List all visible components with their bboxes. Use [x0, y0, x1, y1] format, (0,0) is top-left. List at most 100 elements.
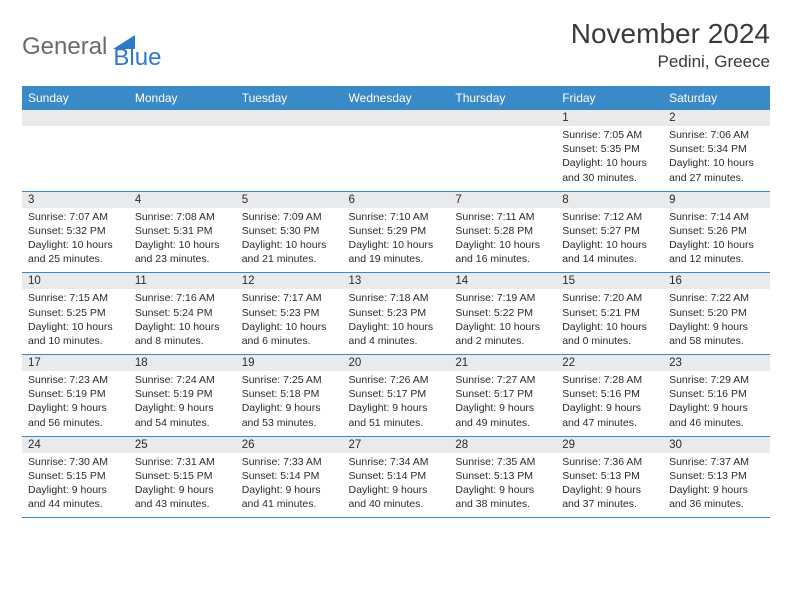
- daylight-text: Daylight: 10 hours and 6 minutes.: [242, 320, 337, 348]
- sunset-text: Sunset: 5:16 PM: [669, 387, 764, 401]
- day-cell: Sunrise: 7:19 AMSunset: 5:22 PMDaylight:…: [449, 289, 556, 354]
- sunrise-text: Sunrise: 7:35 AM: [455, 455, 550, 469]
- day-cell: Sunrise: 7:11 AMSunset: 5:28 PMDaylight:…: [449, 208, 556, 273]
- daylight-text: Daylight: 9 hours and 49 minutes.: [455, 401, 550, 429]
- day-number: 11: [129, 273, 236, 290]
- sunrise-text: Sunrise: 7:08 AM: [135, 210, 230, 224]
- day-number: 6: [343, 191, 450, 208]
- sunset-text: Sunset: 5:31 PM: [135, 224, 230, 238]
- day-number: 21: [449, 355, 556, 372]
- dayhead-thu: Thursday: [449, 86, 556, 110]
- day-cell: [22, 126, 129, 191]
- daylight-text: Daylight: 9 hours and 41 minutes.: [242, 483, 337, 511]
- calendar-page: General Blue November 2024 Pedini, Greec…: [0, 0, 792, 536]
- sunset-text: Sunset: 5:25 PM: [28, 306, 123, 320]
- day-number: 5: [236, 191, 343, 208]
- sunrise-text: Sunrise: 7:14 AM: [669, 210, 764, 224]
- daynum-row: 24252627282930: [22, 436, 770, 453]
- sunrise-text: Sunrise: 7:12 AM: [562, 210, 657, 224]
- daylight-text: Daylight: 9 hours and 56 minutes.: [28, 401, 123, 429]
- sunset-text: Sunset: 5:22 PM: [455, 306, 550, 320]
- dayhead-fri: Friday: [556, 86, 663, 110]
- sunset-text: Sunset: 5:16 PM: [562, 387, 657, 401]
- daylight-text: Daylight: 10 hours and 23 minutes.: [135, 238, 230, 266]
- sunrise-text: Sunrise: 7:37 AM: [669, 455, 764, 469]
- day-number: 30: [663, 436, 770, 453]
- day-number: 14: [449, 273, 556, 290]
- sunset-text: Sunset: 5:30 PM: [242, 224, 337, 238]
- sunrise-text: Sunrise: 7:20 AM: [562, 291, 657, 305]
- day-number: 12: [236, 273, 343, 290]
- day-cell: Sunrise: 7:27 AMSunset: 5:17 PMDaylight:…: [449, 371, 556, 436]
- content-row: Sunrise: 7:23 AMSunset: 5:19 PMDaylight:…: [22, 371, 770, 436]
- daylight-text: Daylight: 10 hours and 16 minutes.: [455, 238, 550, 266]
- daylight-text: Daylight: 9 hours and 38 minutes.: [455, 483, 550, 511]
- day-cell: Sunrise: 7:14 AMSunset: 5:26 PMDaylight:…: [663, 208, 770, 273]
- sunset-text: Sunset: 5:26 PM: [669, 224, 764, 238]
- day-cell: Sunrise: 7:28 AMSunset: 5:16 PMDaylight:…: [556, 371, 663, 436]
- daylight-text: Daylight: 10 hours and 25 minutes.: [28, 238, 123, 266]
- logo-word1: General: [22, 33, 107, 61]
- dayhead-sat: Saturday: [663, 86, 770, 110]
- day-cell: Sunrise: 7:26 AMSunset: 5:17 PMDaylight:…: [343, 371, 450, 436]
- day-number: 17: [22, 355, 129, 372]
- sunset-text: Sunset: 5:14 PM: [242, 469, 337, 483]
- sunrise-text: Sunrise: 7:24 AM: [135, 373, 230, 387]
- daynum-row: 17181920212223: [22, 355, 770, 372]
- day-number: 22: [556, 355, 663, 372]
- daylight-text: Daylight: 9 hours and 47 minutes.: [562, 401, 657, 429]
- day-number: 1: [556, 110, 663, 126]
- daylight-text: Daylight: 10 hours and 12 minutes.: [669, 238, 764, 266]
- sunrise-text: Sunrise: 7:17 AM: [242, 291, 337, 305]
- sunrise-text: Sunrise: 7:16 AM: [135, 291, 230, 305]
- daylight-text: Daylight: 10 hours and 2 minutes.: [455, 320, 550, 348]
- sunset-text: Sunset: 5:29 PM: [349, 224, 444, 238]
- sunset-text: Sunset: 5:20 PM: [669, 306, 764, 320]
- sunrise-text: Sunrise: 7:05 AM: [562, 128, 657, 142]
- day-cell: [343, 126, 450, 191]
- day-cell: Sunrise: 7:05 AMSunset: 5:35 PMDaylight:…: [556, 126, 663, 191]
- dayhead-wed: Wednesday: [343, 86, 450, 110]
- sunset-text: Sunset: 5:32 PM: [28, 224, 123, 238]
- sunset-text: Sunset: 5:19 PM: [28, 387, 123, 401]
- day-number: [22, 110, 129, 126]
- daylight-text: Daylight: 9 hours and 51 minutes.: [349, 401, 444, 429]
- day-number: 19: [236, 355, 343, 372]
- content-row: Sunrise: 7:05 AMSunset: 5:35 PMDaylight:…: [22, 126, 770, 191]
- day-cell: Sunrise: 7:16 AMSunset: 5:24 PMDaylight:…: [129, 289, 236, 354]
- sunrise-text: Sunrise: 7:25 AM: [242, 373, 337, 387]
- day-number: 7: [449, 191, 556, 208]
- day-number: 9: [663, 191, 770, 208]
- day-cell: Sunrise: 7:06 AMSunset: 5:34 PMDaylight:…: [663, 126, 770, 191]
- day-cell: Sunrise: 7:24 AMSunset: 5:19 PMDaylight:…: [129, 371, 236, 436]
- day-number: 20: [343, 355, 450, 372]
- calendar-table: Sunday Monday Tuesday Wednesday Thursday…: [22, 86, 770, 518]
- dayhead-tue: Tuesday: [236, 86, 343, 110]
- sunset-text: Sunset: 5:28 PM: [455, 224, 550, 238]
- sunrise-text: Sunrise: 7:28 AM: [562, 373, 657, 387]
- daylight-text: Daylight: 10 hours and 8 minutes.: [135, 320, 230, 348]
- day-cell: Sunrise: 7:23 AMSunset: 5:19 PMDaylight:…: [22, 371, 129, 436]
- daynum-row: 3456789: [22, 191, 770, 208]
- title-block: November 2024 Pedini, Greece: [571, 18, 770, 72]
- sunrise-text: Sunrise: 7:23 AM: [28, 373, 123, 387]
- month-title: November 2024: [571, 18, 770, 50]
- daylight-text: Daylight: 9 hours and 43 minutes.: [135, 483, 230, 511]
- day-cell: [236, 126, 343, 191]
- sunset-text: Sunset: 5:35 PM: [562, 142, 657, 156]
- daynum-row: 10111213141516: [22, 273, 770, 290]
- sunrise-text: Sunrise: 7:07 AM: [28, 210, 123, 224]
- sunset-text: Sunset: 5:14 PM: [349, 469, 444, 483]
- sunset-text: Sunset: 5:19 PM: [135, 387, 230, 401]
- content-row: Sunrise: 7:15 AMSunset: 5:25 PMDaylight:…: [22, 289, 770, 354]
- day-cell: Sunrise: 7:07 AMSunset: 5:32 PMDaylight:…: [22, 208, 129, 273]
- day-number: 25: [129, 436, 236, 453]
- daylight-text: Daylight: 9 hours and 37 minutes.: [562, 483, 657, 511]
- header: General Blue November 2024 Pedini, Greec…: [22, 18, 770, 72]
- sunset-text: Sunset: 5:17 PM: [349, 387, 444, 401]
- day-number: 4: [129, 191, 236, 208]
- day-number: [129, 110, 236, 126]
- day-number: 27: [343, 436, 450, 453]
- day-cell: Sunrise: 7:08 AMSunset: 5:31 PMDaylight:…: [129, 208, 236, 273]
- sunrise-text: Sunrise: 7:09 AM: [242, 210, 337, 224]
